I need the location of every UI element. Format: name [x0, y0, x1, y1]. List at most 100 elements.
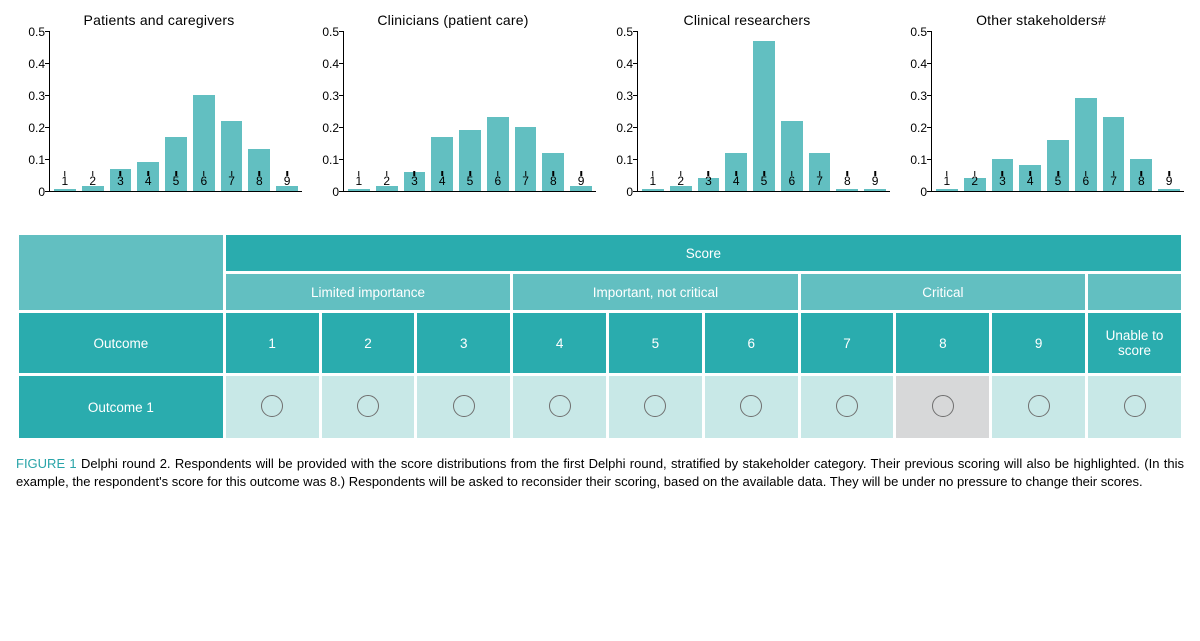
x-tick-label: 6	[781, 174, 803, 188]
bar	[348, 189, 370, 191]
x-tick-label: 1	[54, 174, 76, 188]
x-tick-label: 9	[1158, 174, 1180, 188]
outcome-row-label: Outcome 1	[19, 376, 223, 438]
radio-circle-icon[interactable]	[1124, 395, 1146, 417]
score-number-header: 3	[417, 313, 510, 373]
x-tick-label: 5	[459, 174, 481, 188]
radio-circle-icon[interactable]	[740, 395, 762, 417]
group-header: Important, not critical	[513, 274, 797, 310]
x-tick-label: 2	[670, 174, 692, 188]
figure-label: FIGURE 1	[16, 456, 77, 471]
x-tick-label: 4	[431, 174, 453, 188]
bar	[836, 189, 858, 191]
score-number-header: 8	[896, 313, 989, 373]
y-tick-label: 0.2	[616, 121, 633, 135]
x-tick-label: 7	[221, 174, 243, 188]
y-tick-label: 0.2	[322, 121, 339, 135]
x-tick-label: 1	[936, 174, 958, 188]
x-tick-label: 6	[1075, 174, 1097, 188]
chart-title: Clinical researchers	[604, 12, 890, 28]
score-table: ScoreLimited importanceImportant, not cr…	[16, 232, 1184, 441]
score-cell[interactable]	[801, 376, 894, 438]
radio-circle-icon[interactable]	[453, 395, 475, 417]
chart-title: Patients and caregivers	[16, 12, 302, 28]
y-tick-label: 0.1	[910, 153, 927, 167]
y-tick-label: 0.4	[616, 57, 633, 71]
x-tick-label: 5	[753, 174, 775, 188]
y-tick-label: 0.5	[28, 25, 45, 39]
x-tick-label: 4	[1019, 174, 1041, 188]
group-header-blank	[1088, 274, 1181, 310]
y-tick-label: 0.3	[28, 89, 45, 103]
score-cell[interactable]	[322, 376, 415, 438]
radio-circle-icon[interactable]	[261, 395, 283, 417]
y-tick-label: 0.5	[616, 25, 633, 39]
y-tick-label: 0.5	[322, 25, 339, 39]
bar	[642, 189, 664, 191]
score-number-header: 7	[801, 313, 894, 373]
x-tick-label: 3	[992, 174, 1014, 188]
radio-circle-icon[interactable]	[932, 395, 954, 417]
y-tick-label: 0.1	[322, 153, 339, 167]
x-tick-label: 3	[110, 174, 132, 188]
x-tick-label: 9	[570, 174, 592, 188]
y-tick-label: 0.3	[616, 89, 633, 103]
x-tick-label: 7	[809, 174, 831, 188]
x-tick-label: 3	[404, 174, 426, 188]
x-tick-label: 2	[82, 174, 104, 188]
chart-title: Clinicians (patient care)	[310, 12, 596, 28]
chart-panel: Patients and caregivers00.10.20.30.40.51…	[16, 12, 302, 212]
score-cell[interactable]	[609, 376, 702, 438]
x-tick-label: 8	[836, 174, 858, 188]
radio-circle-icon[interactable]	[1028, 395, 1050, 417]
radio-circle-icon[interactable]	[836, 395, 858, 417]
y-tick-label: 0	[332, 185, 339, 199]
radio-circle-icon[interactable]	[549, 395, 571, 417]
y-tick-label: 0	[920, 185, 927, 199]
figure-caption: FIGURE 1 Delphi round 2. Respondents wil…	[16, 455, 1184, 490]
score-cell[interactable]	[896, 376, 989, 438]
y-tick-label: 0.2	[28, 121, 45, 135]
score-number-header: 2	[322, 313, 415, 373]
x-tick-label: 1	[642, 174, 664, 188]
y-tick-label: 0.4	[322, 57, 339, 71]
x-tick-label: 8	[1130, 174, 1152, 188]
x-tick-label: 9	[276, 174, 298, 188]
x-tick-label: 8	[542, 174, 564, 188]
score-header: Score	[226, 235, 1181, 271]
figure-caption-text: Delphi round 2. Respondents will be prov…	[16, 456, 1184, 489]
radio-circle-icon[interactable]	[357, 395, 379, 417]
x-tick-label: 2	[964, 174, 986, 188]
score-cell[interactable]	[226, 376, 319, 438]
score-cell[interactable]	[513, 376, 606, 438]
y-tick-label: 0.3	[322, 89, 339, 103]
x-tick-label: 8	[248, 174, 270, 188]
y-tick-label: 0.5	[910, 25, 927, 39]
score-number-header: 4	[513, 313, 606, 373]
score-cell[interactable]	[705, 376, 798, 438]
x-tick-label: 7	[515, 174, 537, 188]
chart-title: Other stakeholders#	[898, 12, 1184, 28]
y-tick-label: 0.4	[910, 57, 927, 71]
x-tick-label: 6	[193, 174, 215, 188]
chart-panel: Clinicians (patient care) 0 0.1 0.2 0.3 0.4 0.…	[310, 12, 596, 212]
unable-header: Unable to score	[1088, 313, 1181, 373]
score-cell[interactable]	[417, 376, 510, 438]
x-tick-label: 6	[487, 174, 509, 188]
y-tick-label: 0	[38, 185, 45, 199]
x-tick-label: 5	[1047, 174, 1069, 188]
score-number-header: 6	[705, 313, 798, 373]
y-tick-label: 0	[626, 185, 633, 199]
radio-circle-icon[interactable]	[644, 395, 666, 417]
x-tick-label: 5	[165, 174, 187, 188]
bar	[54, 189, 76, 191]
y-tick-label: 0.1	[616, 153, 633, 167]
score-cell[interactable]	[1088, 376, 1181, 438]
x-tick-label: 3	[698, 174, 720, 188]
table-corner-cell	[19, 235, 223, 310]
outcome-header: Outcome	[19, 313, 223, 373]
score-cell[interactable]	[992, 376, 1085, 438]
x-tick-label: 4	[137, 174, 159, 188]
bar	[936, 189, 958, 191]
score-number-header: 1	[226, 313, 319, 373]
